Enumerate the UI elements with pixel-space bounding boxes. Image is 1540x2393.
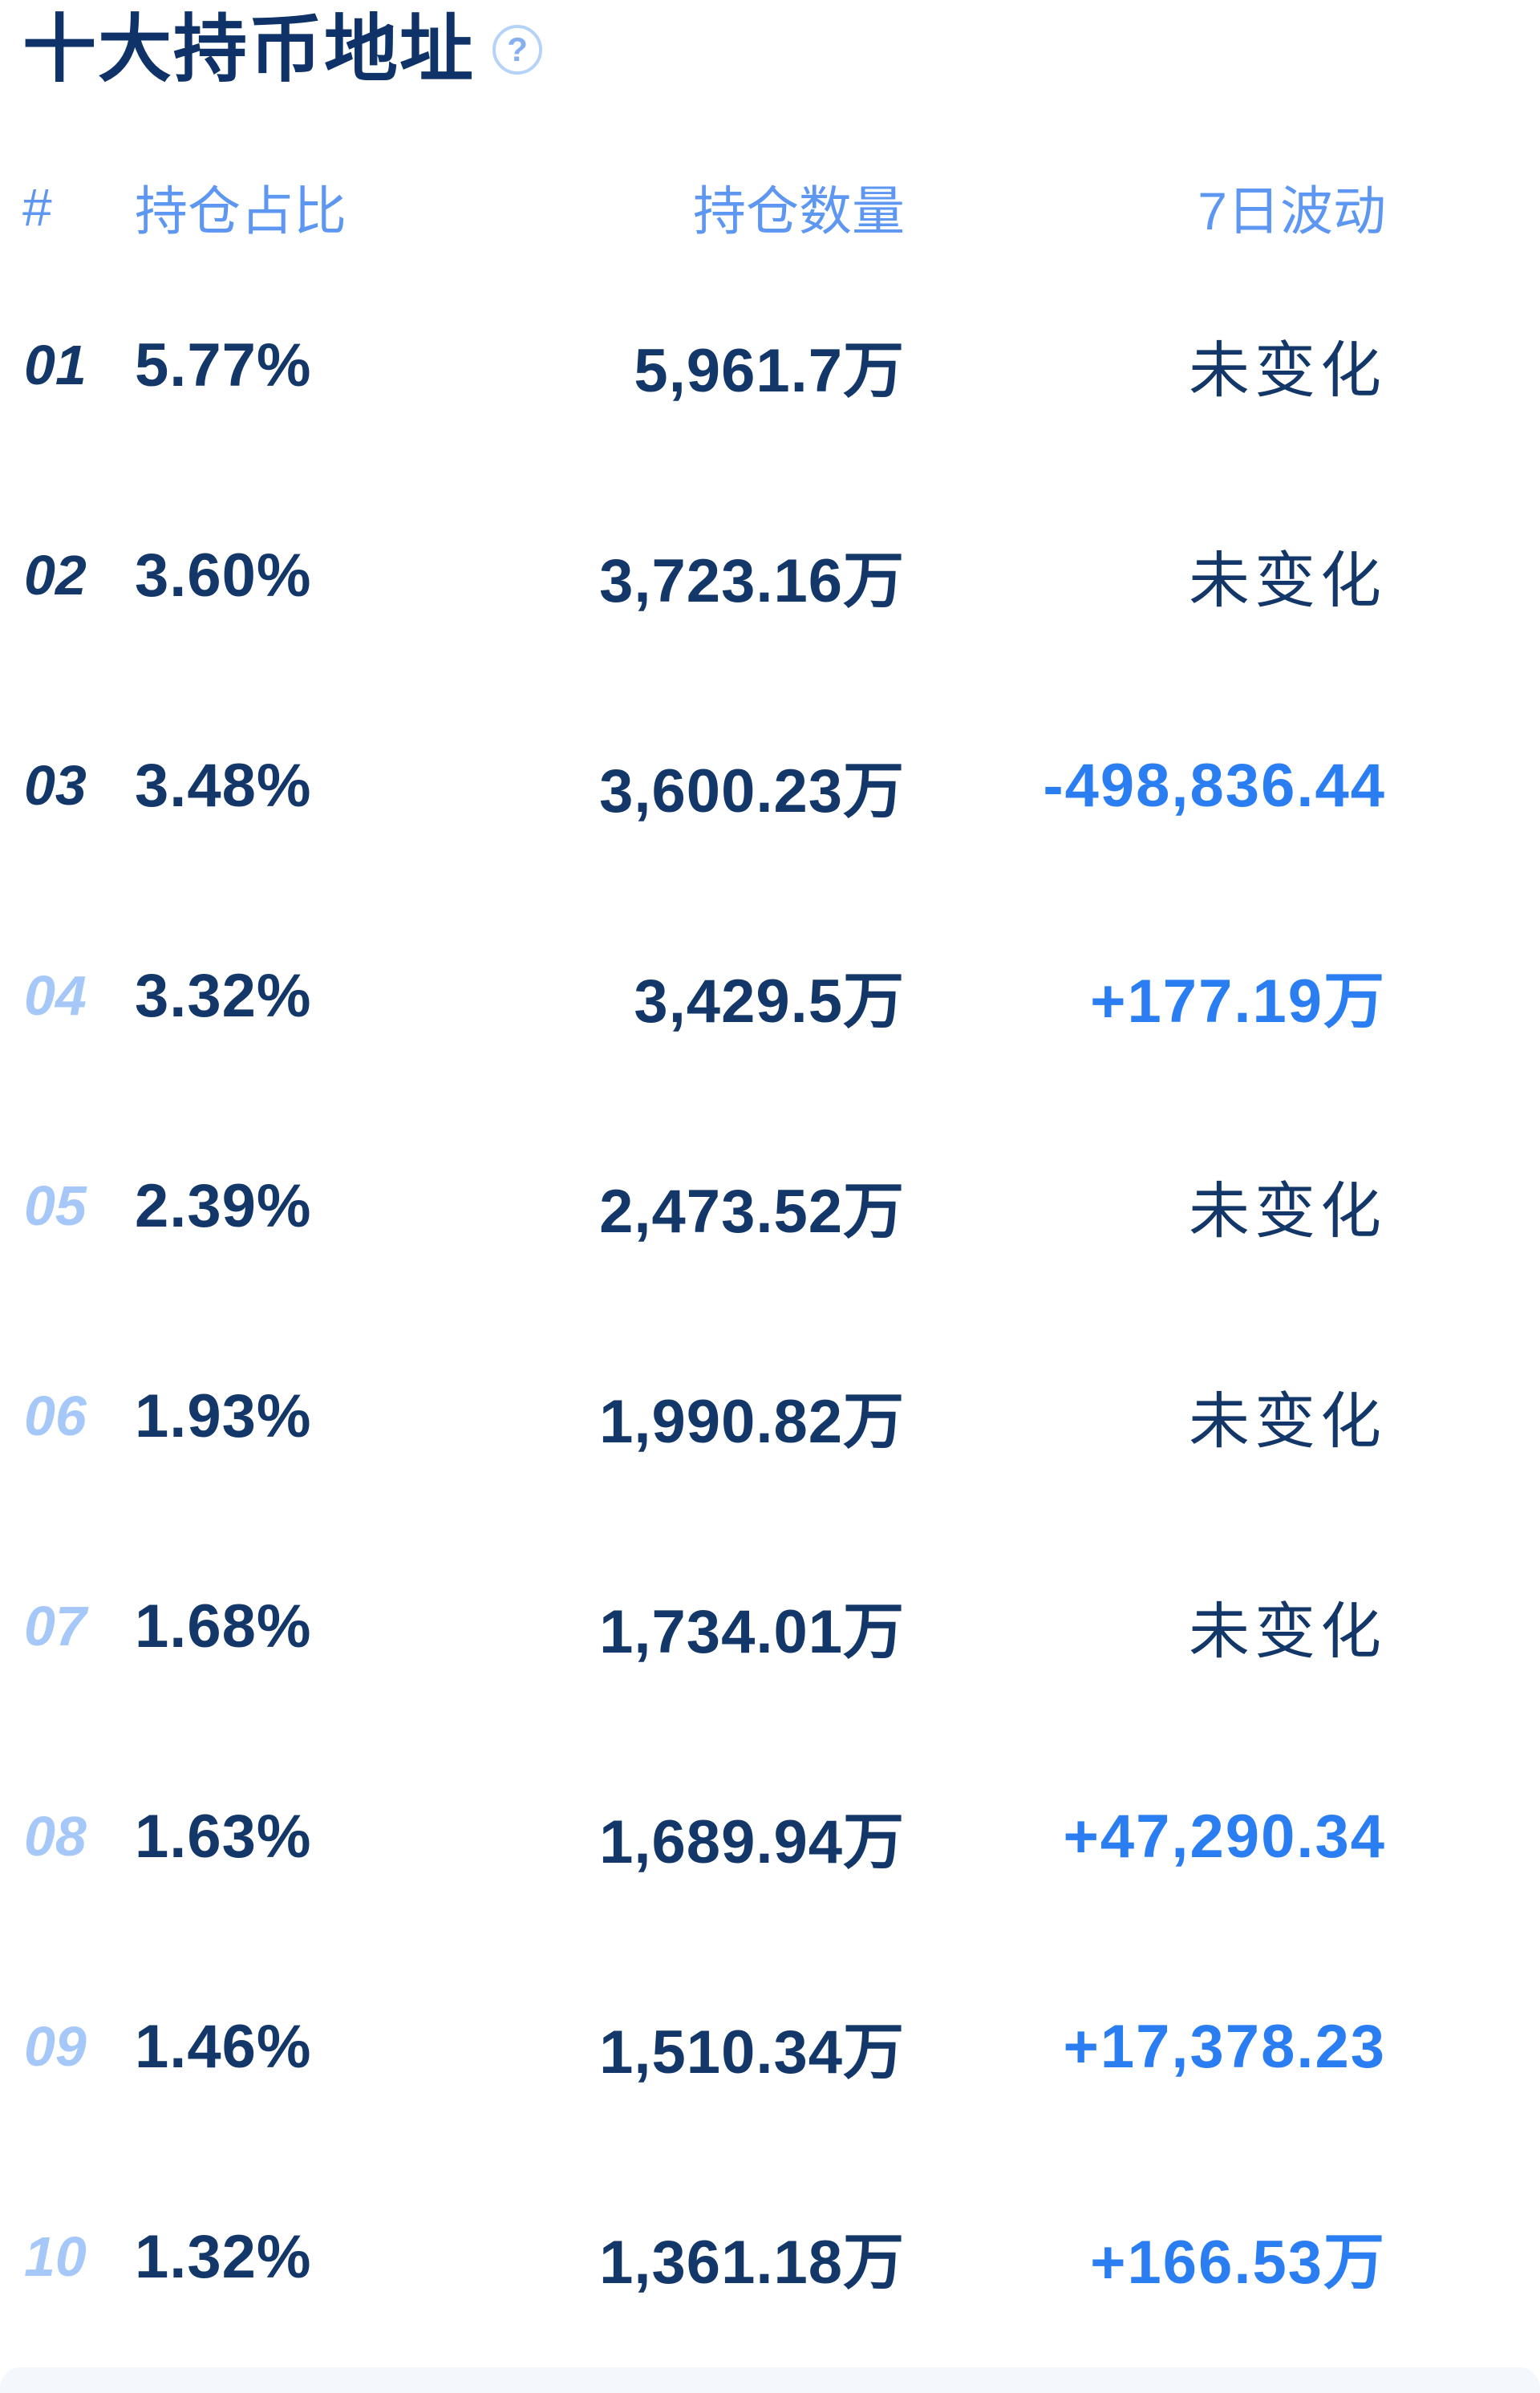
table-row: 03 3.48% 3,600.23万 -498,836.44 — [0, 680, 1540, 890]
change-7day-cell: 未变化 — [1189, 547, 1386, 615]
holding-ratio-cell: 3.60% — [135, 541, 312, 610]
table-row: 10 1.32% 1,361.18万 +166.53万 — [0, 2152, 1540, 2362]
change-7day-cell: 未变化 — [1189, 1388, 1386, 1456]
holding-ratio-cell: 1.93% — [135, 1381, 312, 1450]
holding-amount-cell: 3,600.23万 — [599, 757, 905, 825]
table-row: 02 3.60% 3,723.16万 未变化 — [0, 470, 1540, 680]
next-section-edge — [0, 2367, 1540, 2393]
change-7day-cell: +47,290.34 — [1063, 1802, 1386, 1871]
column-header-holding-ratio: 持仓占比 — [135, 181, 346, 241]
rank-cell: 02 — [24, 544, 87, 606]
table-row: 05 2.39% 2,473.52万 未变化 — [0, 1101, 1540, 1311]
holders-table-rows: 01 5.77% 5,961.7万 未变化 02 3.60% 3,723.16万… — [0, 260, 1540, 2362]
rank-cell: 09 — [24, 2015, 87, 2078]
table-row: 07 1.68% 1,734.01万 未变化 — [0, 1521, 1540, 1731]
change-7day-cell: +177.19万 — [1090, 967, 1386, 1036]
holding-amount-cell: 1,361.18万 — [599, 2229, 905, 2297]
change-7day-cell: 未变化 — [1189, 337, 1386, 405]
holding-amount-cell: 1,734.01万 — [599, 1598, 905, 1666]
help-circle-icon[interactable]: ? — [492, 25, 543, 75]
holding-ratio-cell: 3.32% — [135, 961, 312, 1030]
column-header-7day-change: 7日波动 — [1198, 181, 1386, 241]
table-header-row: # 持仓占比 持仓数量 7日波动 — [0, 157, 1540, 257]
holding-amount-cell: 1,990.82万 — [599, 1388, 905, 1456]
table-row: 06 1.93% 1,990.82万 未变化 — [0, 1311, 1540, 1521]
column-header-rank: # — [22, 177, 52, 237]
holding-ratio-cell: 1.63% — [135, 1802, 312, 1871]
change-7day-cell: 未变化 — [1189, 1178, 1386, 1246]
panel-title-row: 十大持币地址 ? — [22, 0, 543, 99]
table-row: 01 5.77% 5,961.7万 未变化 — [0, 260, 1540, 470]
rank-cell: 05 — [24, 1174, 87, 1237]
rank-cell: 08 — [24, 1805, 87, 1868]
holding-ratio-cell: 1.46% — [135, 2012, 312, 2081]
holding-ratio-cell: 5.77% — [135, 331, 312, 400]
change-7day-cell: 未变化 — [1189, 1598, 1386, 1666]
rank-cell: 10 — [24, 2225, 87, 2288]
rank-cell: 06 — [24, 1385, 87, 1447]
page-title: 十大持币地址 — [22, 9, 476, 91]
holding-ratio-cell: 2.39% — [135, 1171, 312, 1240]
column-header-holding-amount: 持仓数量 — [693, 181, 905, 241]
change-7day-cell: +17,378.23 — [1063, 2012, 1386, 2081]
holding-amount-cell: 3,429.5万 — [634, 967, 905, 1036]
holding-amount-cell: 1,510.34万 — [599, 2018, 905, 2087]
holding-ratio-cell: 1.68% — [135, 1592, 312, 1661]
holding-amount-cell: 2,473.52万 — [599, 1178, 905, 1246]
change-7day-cell: +166.53万 — [1090, 2229, 1386, 2297]
change-7day-cell: -498,836.44 — [1043, 751, 1386, 820]
rank-cell: 07 — [24, 1595, 87, 1657]
holding-amount-cell: 5,961.7万 — [634, 337, 905, 405]
holding-ratio-cell: 1.32% — [135, 2222, 312, 2291]
rank-cell: 03 — [24, 754, 87, 817]
rank-cell: 01 — [24, 334, 87, 396]
holding-amount-cell: 1,689.94万 — [599, 1808, 905, 1876]
rank-cell: 04 — [24, 964, 87, 1027]
table-row: 04 3.32% 3,429.5万 +177.19万 — [0, 890, 1540, 1101]
table-row: 09 1.46% 1,510.34万 +17,378.23 — [0, 1941, 1540, 2152]
holding-amount-cell: 3,723.16万 — [599, 547, 905, 615]
table-row: 08 1.63% 1,689.94万 +47,290.34 — [0, 1731, 1540, 1941]
holding-ratio-cell: 3.48% — [135, 751, 312, 820]
